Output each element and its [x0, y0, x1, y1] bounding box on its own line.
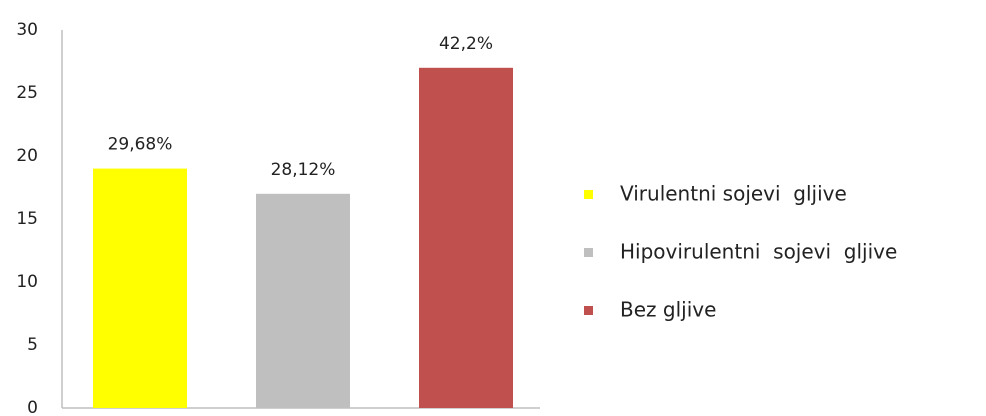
bar	[93, 168, 187, 408]
legend-label: Hipovirulentni sojevi gljive	[620, 240, 897, 264]
bar	[256, 193, 350, 408]
legend-swatch	[584, 248, 593, 257]
y-tick-label: 15	[16, 209, 38, 229]
y-tick-label: 25	[16, 83, 38, 103]
bar	[419, 67, 513, 409]
value-label: 29,68%	[108, 135, 173, 155]
legend-swatch	[584, 306, 593, 315]
legend-swatch	[584, 190, 593, 199]
y-tick-label: 5	[27, 335, 38, 355]
y-tick-label: 20	[16, 146, 38, 166]
legend-label: Virulentni sojevi gljive	[620, 182, 847, 206]
value-label: 28,12%	[271, 160, 336, 180]
y-tick-label: 10	[16, 272, 38, 292]
y-tick-label: 30	[16, 20, 38, 40]
y-tick-label: 0	[27, 398, 38, 416]
legend-label: Bez gljive	[620, 298, 716, 322]
value-label: 42,2%	[439, 34, 493, 54]
